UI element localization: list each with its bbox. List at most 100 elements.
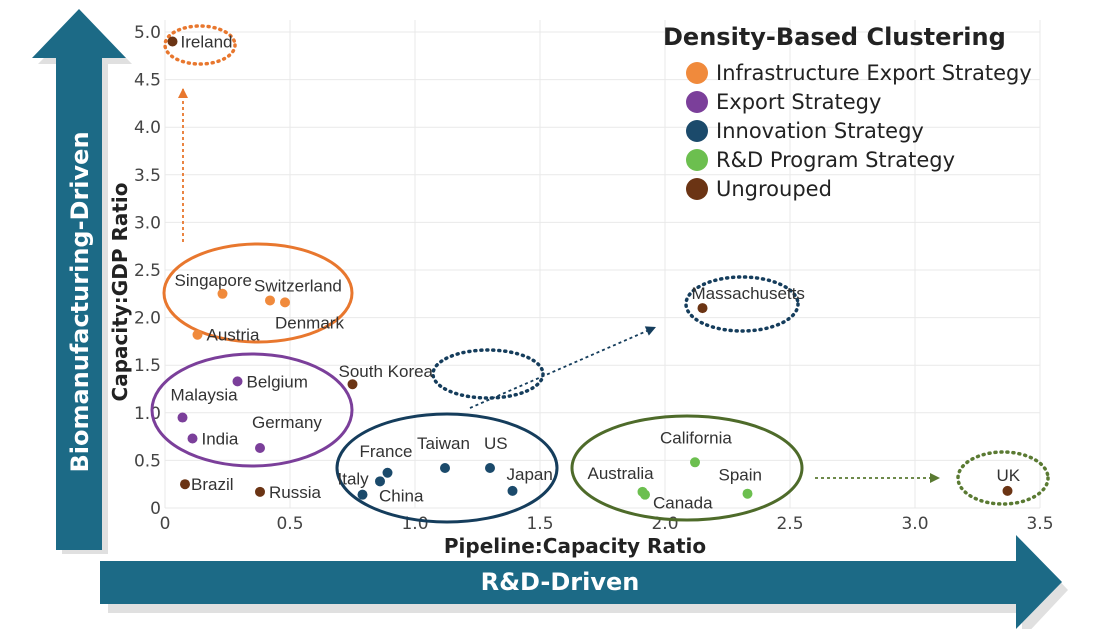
data-point	[255, 486, 265, 497]
point-label: Austria	[207, 326, 260, 345]
data-point	[1002, 485, 1013, 496]
data-point	[640, 489, 650, 500]
point-label: Russia	[269, 483, 322, 502]
data-point	[187, 433, 198, 444]
uk-ring	[956, 450, 1050, 506]
point-label: Taiwan	[417, 434, 470, 453]
x-tick-label: 0	[160, 514, 171, 534]
data-point	[382, 467, 393, 478]
point-label: Denmark	[275, 313, 344, 332]
data-point	[232, 376, 243, 387]
data-point	[485, 463, 495, 474]
point-label: Switzerland	[254, 276, 342, 295]
x-tick-label: 2.5	[776, 514, 803, 534]
point-label: Brazil	[191, 475, 234, 494]
y-tick-label: 4.5	[134, 71, 161, 91]
data-point	[347, 379, 358, 390]
data-point	[217, 288, 228, 299]
y-tick-label: 3.5	[134, 166, 161, 186]
massachusetts-ring	[684, 275, 800, 333]
data-points: Singapore Switzerland Denmark Austria Belgiu…	[167, 33, 1021, 513]
y-tick-label: 1.5	[134, 356, 161, 376]
data-point	[357, 489, 368, 500]
cluster-outlines	[150, 24, 1050, 524]
export-strategy-cluster	[150, 352, 354, 468]
point-label: Japan	[507, 465, 553, 484]
arrow-to-massachusetts	[469, 326, 657, 409]
axis-direction-arrows: R&D-Driven Biomanufacturing-Driven	[32, 9, 1062, 629]
legend-label: Ungrouped	[716, 177, 832, 201]
point-label: India	[202, 430, 239, 449]
data-point	[742, 488, 753, 499]
y-tick-label: 3.0	[134, 213, 161, 233]
data-point	[167, 36, 178, 47]
data-point	[690, 457, 700, 468]
point-label: France	[360, 442, 413, 461]
point-label: Italy	[338, 470, 370, 489]
x-axis-title: Pipeline:Capacity Ratio	[444, 534, 706, 558]
rd-driven-label: R&D-Driven	[481, 568, 640, 596]
arrow-to-uk	[815, 473, 940, 483]
point-label: Spain	[719, 466, 762, 485]
data-point	[265, 295, 275, 306]
legend-marker	[686, 62, 708, 84]
point-label: UK	[997, 466, 1021, 485]
legend-label: Infrastructure Export Strategy	[716, 61, 1032, 85]
data-point	[507, 485, 518, 496]
y-tick-label: 2.0	[134, 309, 161, 329]
biomanufacturing-driven-label: Biomanufacturing-Driven	[66, 131, 94, 472]
point-label: Ireland	[181, 33, 233, 52]
plot-area	[144, 14, 1072, 531]
legend-label: Export Strategy	[716, 90, 881, 114]
x-tick-label: 1.5	[526, 514, 553, 534]
rd-driven-arrow	[100, 535, 1062, 629]
x-tick-label: 3.0	[901, 514, 928, 534]
connector-arrows	[178, 88, 940, 483]
legend-marker	[686, 178, 708, 200]
legend: Density-Based Clustering Infrastructure …	[663, 23, 1032, 201]
tick-labels: 0 0.5 1.0 1.5 2.0 2.5 3.0 3.500.51.01.52.02.53.…	[134, 23, 1054, 534]
y-tick-label: 2.5	[134, 261, 161, 281]
point-label: Massachusetts	[692, 284, 805, 303]
y-tick-label: 4.0	[134, 118, 161, 138]
innovation-strategy-cluster	[335, 412, 559, 524]
point-label: China	[379, 486, 424, 505]
data-point	[375, 476, 385, 487]
data-point	[280, 297, 290, 308]
data-point	[255, 443, 265, 454]
point-label: Canada	[653, 494, 713, 513]
legend-title: Density-Based Clustering	[663, 23, 1006, 51]
y-axis-title: Capacity:GDP Ratio	[108, 183, 132, 402]
point-label: Belgium	[247, 372, 308, 391]
legend-marker	[686, 149, 708, 171]
point-label: Malaysia	[171, 386, 239, 405]
data-point	[440, 463, 450, 474]
point-label: US	[484, 434, 508, 453]
legend-marker	[686, 91, 708, 113]
legend-marker	[686, 120, 708, 142]
infrastructure-export-cluster	[162, 242, 354, 344]
point-label: Germany	[252, 413, 322, 432]
biomanufacturing-driven-arrow	[32, 9, 126, 550]
gridlines	[164, 20, 1041, 509]
y-tick-label: 1.0	[134, 404, 161, 424]
data-point	[177, 412, 188, 423]
south-korea-ring	[431, 348, 545, 400]
legend-label: Innovation Strategy	[716, 119, 924, 143]
point-label: South Korea	[339, 362, 434, 381]
ireland-ring	[163, 24, 237, 66]
point-label: Singapore	[175, 271, 253, 290]
data-point	[180, 479, 190, 490]
point-label: Australia	[588, 464, 655, 483]
x-tick-label: 0.5	[276, 514, 303, 534]
point-label: California	[660, 428, 732, 447]
data-point	[697, 303, 708, 314]
x-tick-label: 3.5	[1026, 514, 1053, 534]
legend-label: R&D Program Strategy	[716, 148, 955, 172]
y-tick-label: 5.0	[134, 23, 161, 43]
data-point	[192, 329, 203, 340]
y-tick-label: 0	[150, 499, 161, 519]
arrow-to-ireland	[178, 88, 188, 242]
rd-program-cluster	[570, 414, 804, 522]
